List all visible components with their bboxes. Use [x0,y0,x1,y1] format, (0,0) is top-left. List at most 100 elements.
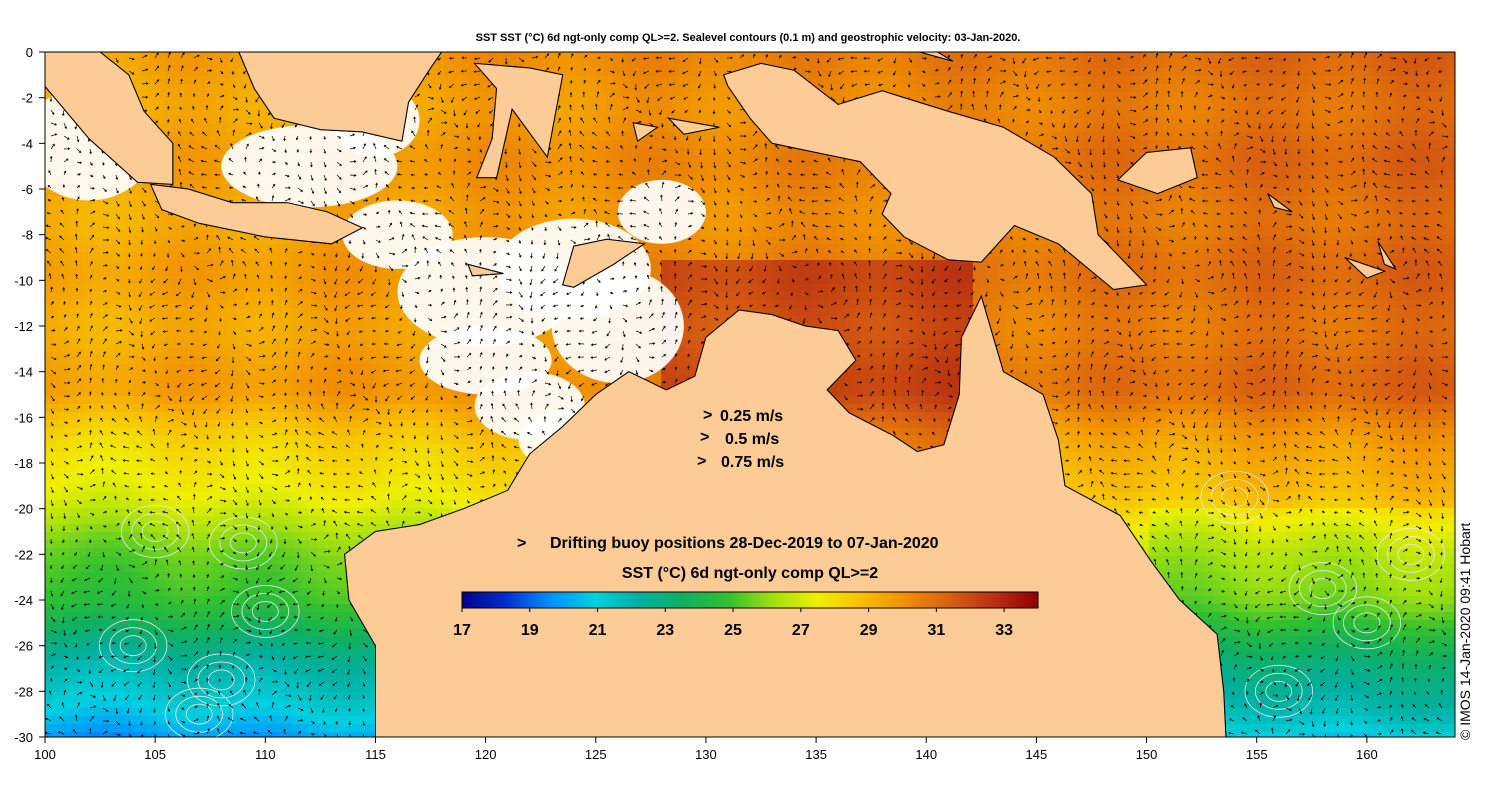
sst-cell [1229,52,1238,61]
sst-cell [309,268,318,277]
sst-cell [157,260,166,269]
sst-cell [429,156,438,165]
sst-cell [309,252,318,261]
sst-cell [1429,92,1438,101]
sst-cell [917,84,926,93]
sst-cell [949,260,958,269]
sst-cell [989,92,998,101]
sst-cell [589,132,598,141]
sst-cell [213,156,222,165]
sst-cell [1389,212,1398,221]
sst-cell [1149,132,1158,141]
sst-cell [589,108,598,117]
sst-cell [717,132,726,141]
sst-cell [357,204,366,213]
sst-cell [141,276,150,285]
sst-cell [605,164,614,173]
sst-cell [973,108,982,117]
sst-cell [1293,172,1302,181]
sst-cell [1261,132,1270,141]
sst-cell [1229,244,1238,253]
sst-cell [717,52,726,61]
sst-cell [565,60,574,69]
sst-cell [861,60,870,69]
sst-cell [1317,260,1326,269]
sst-cell [1213,236,1222,245]
sst-cell [1413,244,1422,253]
sst-cell [909,60,918,69]
sst-cell [829,188,838,197]
sst-cell [1229,76,1238,85]
sst-cell [813,236,822,245]
sst-cell [421,108,430,117]
sst-cell [349,260,358,269]
sst-cell [1197,252,1206,261]
sst-cell [181,52,190,61]
sst-cell [997,108,1006,117]
sst-cell [485,180,494,189]
sst-cell [1149,108,1158,117]
sst-cell [157,68,166,77]
sst-cell [1085,124,1094,133]
sst-cell [645,140,654,149]
sst-cell [1405,204,1414,213]
sst-cell [1405,268,1414,277]
sst-cell [141,244,150,253]
sst-cell [1301,164,1310,173]
sst-cell [253,196,262,205]
sst-cell [805,228,814,237]
sst-cell [917,60,926,69]
sst-cell [605,100,614,109]
sst-cell [1413,188,1422,197]
sst-cell [901,52,910,61]
sst-cell [1013,76,1022,85]
sst-cell [173,276,182,285]
sst-cell [1437,148,1446,157]
sst-cell [525,132,534,141]
sst-cell [1349,228,1358,237]
sst-cell [445,116,454,125]
sst-cell [253,92,262,101]
sst-cell [1269,252,1278,261]
sst-cell [1365,156,1374,165]
sst-cell [381,188,390,197]
sst-cell [1445,140,1454,149]
sst-cell [1317,132,1326,141]
sst-cell [837,188,846,197]
sst-cell [1053,60,1062,69]
sst-cell [541,60,550,69]
sst-cell [845,92,854,101]
sst-cell [1245,204,1254,213]
sst-cell [469,204,478,213]
sst-cell [1061,100,1070,109]
sst-cell [1381,220,1390,229]
sst-cell [693,252,702,261]
sst-cell [837,92,846,101]
sst-cell [725,196,734,205]
sst-cell [205,124,214,133]
sst-cell [829,180,838,189]
sst-cell [429,116,438,125]
sst-cell [1221,228,1230,237]
sst-cell [605,132,614,141]
sst-cell [301,252,310,261]
sst-cell [861,84,870,93]
sst-cell [1429,180,1438,189]
sst-cell [805,268,814,277]
sst-cell [189,60,198,69]
sst-cell [1453,244,1455,253]
sst-cell [117,212,126,221]
sst-cell [805,172,814,181]
sst-cell [1013,100,1022,109]
sst-cell [669,92,678,101]
sst-cell [1053,260,1062,269]
sst-cell [181,164,190,173]
sst-cell [1349,148,1358,157]
sst-cell [1341,252,1350,261]
sst-cell [797,52,806,61]
sst-cell [109,212,118,221]
sst-cell [845,196,854,205]
sst-cell [1413,60,1422,69]
sst-cell [1309,220,1318,229]
sst-cell [1381,236,1390,245]
